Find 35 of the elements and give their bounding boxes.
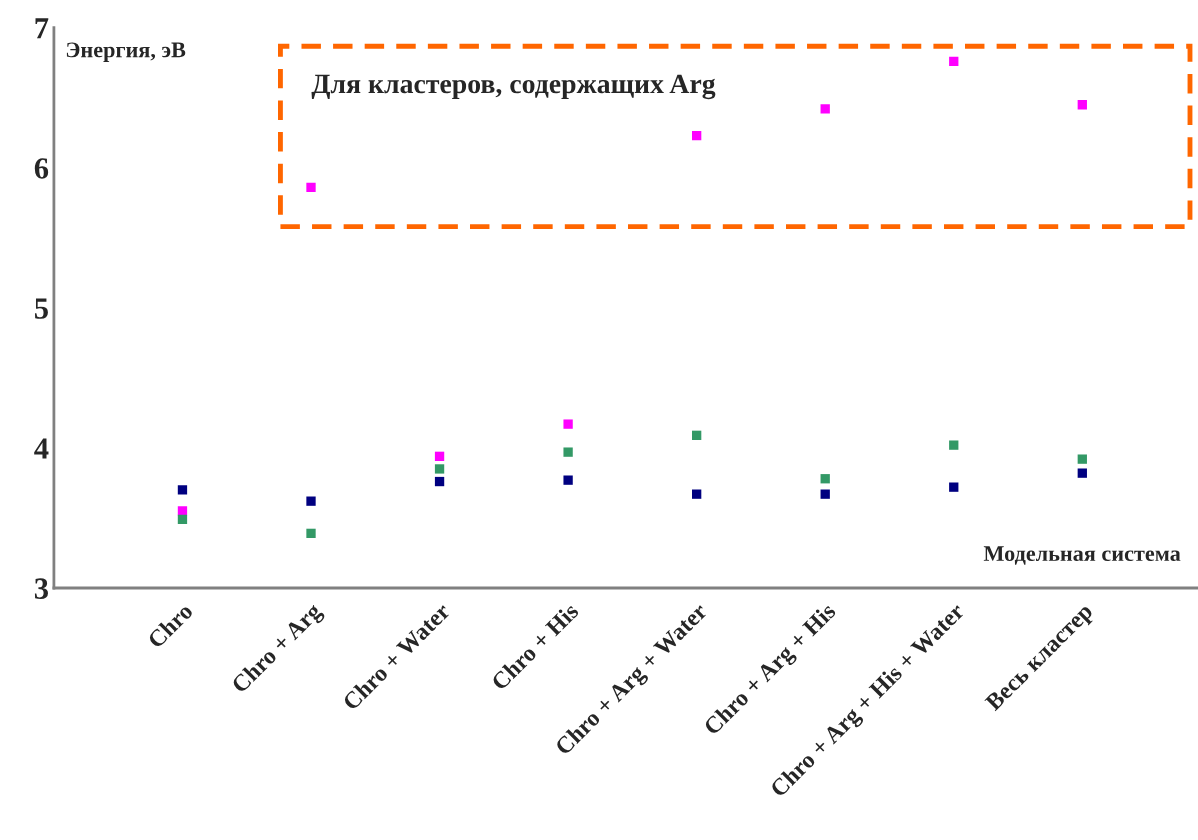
x-tick-label: Chro + Arg [230, 601, 327, 698]
point [177, 485, 188, 495]
y-axis-title: Энергия, эВ [66, 42, 186, 62]
point [1077, 454, 1087, 464]
point [949, 482, 959, 492]
annotation: Для кластеров, содержащих Arg [311, 74, 716, 100]
point [949, 56, 959, 66]
point [820, 104, 830, 114]
point [306, 528, 316, 539]
point [177, 514, 188, 525]
point [177, 506, 188, 516]
point [820, 489, 830, 499]
point [306, 182, 316, 193]
x-tick-label: Chro + His [490, 601, 580, 691]
y-tick-label: 5 [34, 298, 48, 319]
point [563, 447, 573, 457]
y-tick-label: 3 [34, 578, 48, 599]
point [434, 464, 445, 474]
point [820, 474, 830, 484]
y-tick-label: 7 [35, 18, 49, 39]
point [949, 440, 959, 450]
point [692, 130, 702, 141]
x-tick-label: Chro [146, 601, 194, 649]
point [306, 496, 316, 506]
point [563, 475, 573, 485]
x-axis-title: Модельная система [983, 546, 1181, 565]
point [563, 419, 573, 429]
point [1077, 100, 1087, 110]
point [434, 476, 445, 487]
point [1077, 468, 1087, 478]
point [434, 451, 445, 461]
point [692, 489, 702, 499]
y-tick-label: 4 [34, 438, 49, 459]
y-tick-label: 6 [34, 158, 49, 179]
point [692, 430, 702, 440]
